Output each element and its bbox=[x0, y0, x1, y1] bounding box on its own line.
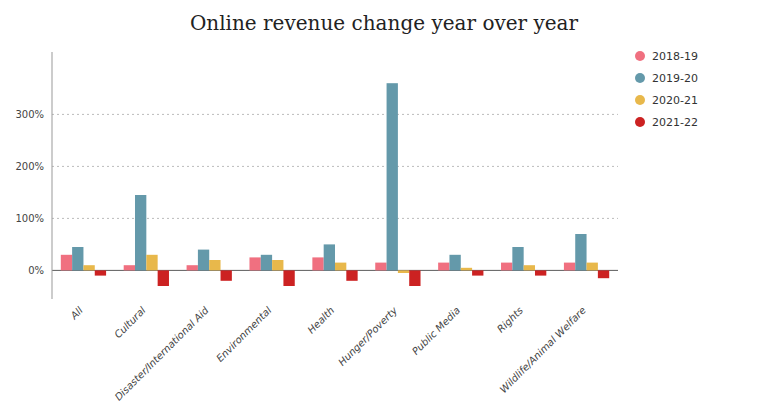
x-tick-label: Wildlife/Animal Welfare bbox=[498, 305, 588, 395]
x-tick-label: Health bbox=[305, 305, 336, 336]
legend-marker bbox=[635, 95, 645, 105]
legend-label: 2019-20 bbox=[652, 72, 698, 85]
bar bbox=[472, 270, 483, 275]
bar bbox=[524, 265, 535, 270]
grid bbox=[52, 114, 618, 270]
bar bbox=[283, 270, 294, 286]
legend-label: 2021-22 bbox=[652, 116, 698, 129]
bar bbox=[387, 83, 398, 270]
bar bbox=[409, 270, 420, 286]
bar bbox=[312, 257, 323, 270]
legend: 2018-19 2019-20 2020-21 2021-22 bbox=[635, 50, 698, 129]
x-tick-label: All bbox=[68, 304, 85, 321]
x-tick-label: Public Media bbox=[410, 305, 462, 357]
x-tick-label: Rights bbox=[495, 305, 525, 335]
bar bbox=[438, 263, 449, 271]
x-tick-label: Disaster/International Aid bbox=[113, 304, 212, 403]
bar bbox=[95, 270, 106, 275]
bar bbox=[346, 270, 357, 280]
bars bbox=[61, 83, 609, 286]
bar bbox=[575, 234, 586, 270]
bar bbox=[124, 265, 135, 270]
bar bbox=[501, 263, 512, 271]
y-tick-label: 200% bbox=[15, 161, 44, 172]
x-tick-label: Cultural bbox=[112, 304, 148, 340]
bar bbox=[335, 263, 346, 271]
bar bbox=[187, 265, 198, 270]
y-tick-label: 100% bbox=[15, 213, 44, 224]
bar bbox=[564, 263, 575, 271]
legend-label: 2020-21 bbox=[652, 94, 698, 107]
bar bbox=[249, 257, 260, 270]
bar bbox=[198, 250, 209, 271]
legend-marker bbox=[635, 73, 645, 83]
x-tick-label: Hunger/Poverty bbox=[336, 304, 400, 368]
grid-line bbox=[52, 114, 618, 115]
y-tick-label: 0% bbox=[28, 265, 44, 276]
chart-svg: Online revenue change year over year 0% 10… bbox=[0, 0, 768, 411]
bar bbox=[209, 260, 220, 270]
bar bbox=[375, 263, 386, 271]
bar bbox=[587, 263, 598, 271]
title: Online revenue change year over year bbox=[190, 11, 579, 35]
y-tick-label: 300% bbox=[15, 109, 44, 120]
bar bbox=[146, 255, 157, 271]
y-axis-line bbox=[52, 52, 53, 299]
bar bbox=[261, 255, 272, 271]
bar bbox=[461, 268, 472, 271]
bar bbox=[272, 260, 283, 270]
bar bbox=[72, 247, 83, 270]
chart-container: Online revenue change year over year 0% 10… bbox=[0, 0, 768, 411]
legend-marker bbox=[635, 51, 645, 61]
bar bbox=[324, 244, 335, 270]
bar bbox=[221, 270, 232, 280]
bar bbox=[135, 195, 146, 270]
legend-label: 2018-19 bbox=[652, 50, 698, 63]
bar bbox=[535, 270, 546, 275]
legend-marker bbox=[635, 117, 645, 127]
bar bbox=[83, 265, 94, 270]
bar bbox=[449, 255, 460, 271]
bar bbox=[512, 247, 523, 270]
x-tick-label: Environmental bbox=[214, 304, 274, 364]
bar bbox=[158, 270, 169, 286]
bar bbox=[398, 270, 409, 273]
bar bbox=[598, 270, 609, 278]
bar bbox=[61, 255, 72, 271]
grid-line bbox=[52, 166, 618, 167]
